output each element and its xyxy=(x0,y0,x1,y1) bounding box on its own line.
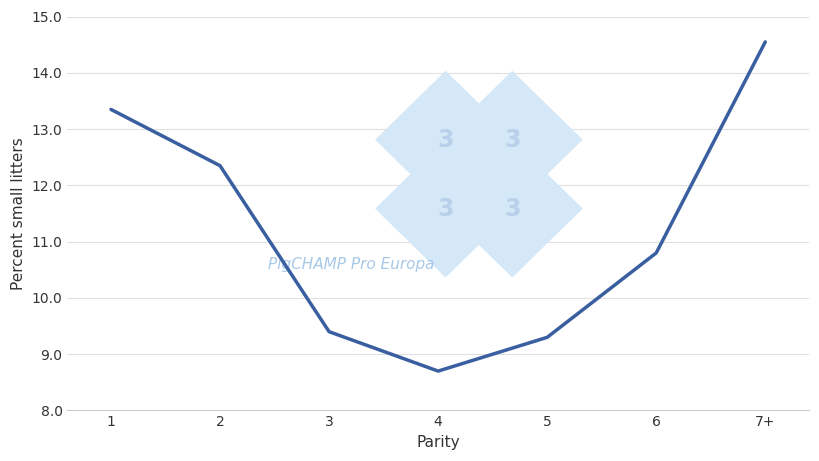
Text: PigCHAMP Pro Europa: PigCHAMP Pro Europa xyxy=(267,257,433,272)
Polygon shape xyxy=(441,71,582,209)
Text: 3: 3 xyxy=(437,128,453,152)
X-axis label: Parity: Parity xyxy=(416,435,459,450)
Text: 3: 3 xyxy=(504,197,520,221)
Text: 3: 3 xyxy=(437,197,453,221)
Text: 3: 3 xyxy=(504,128,520,152)
Y-axis label: Percent small litters: Percent small litters xyxy=(11,137,26,290)
Polygon shape xyxy=(441,140,582,278)
Polygon shape xyxy=(374,140,515,278)
Polygon shape xyxy=(374,71,515,209)
